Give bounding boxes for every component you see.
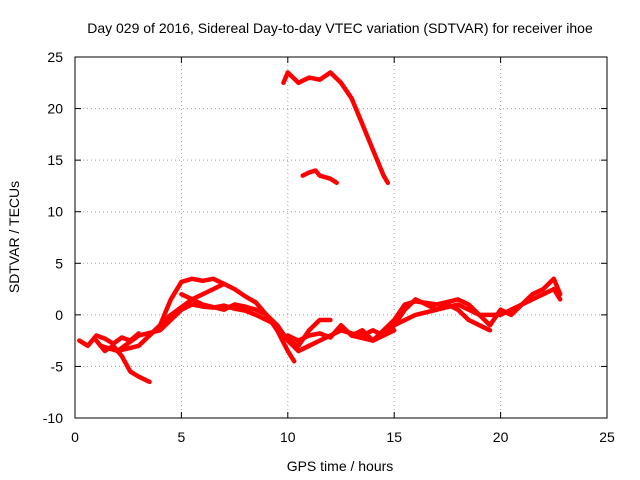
series-line-trace-l	[300, 168, 339, 186]
y-tick-label: -10	[43, 410, 63, 426]
y-tick-label: 5	[55, 255, 63, 271]
y-tick-label: -5	[51, 358, 64, 374]
x-axis-label: GPS time / hours	[287, 458, 394, 474]
series-line-trace-j	[391, 286, 563, 328]
x-tick-label: 10	[280, 429, 296, 445]
y-tick-label: 10	[47, 204, 63, 220]
series-line-trace-e	[147, 281, 297, 364]
series-line-trace-f	[179, 291, 333, 349]
series-line-trace-b	[94, 338, 152, 385]
series-line-trace-c	[98, 276, 227, 354]
x-tick-label: 0	[71, 429, 79, 445]
series-line-trace-h	[285, 297, 493, 343]
series-line-trace-g	[285, 328, 397, 354]
y-axis-label: SDTVAR / TECUs	[6, 181, 22, 293]
series-line-trace-k	[281, 70, 391, 186]
x-tick-label: 15	[386, 429, 402, 445]
series-layer	[77, 70, 563, 385]
x-tick-label: 5	[178, 429, 186, 445]
y-tick-label: 15	[47, 152, 63, 168]
chart-title: Day 029 of 2016, Sidereal Day-to-day VTE…	[87, 20, 593, 36]
y-tick-label: 20	[47, 101, 63, 117]
y-tick-label: 25	[47, 49, 63, 65]
y-tick-label: 0	[55, 307, 63, 323]
x-tick-label: 25	[599, 429, 615, 445]
tick-labels: 0 5 10 15 20 25 -10 -5 0 5 10 15 20 25	[43, 49, 615, 445]
plot-frame	[74, 56, 608, 419]
axis-ticks	[74, 56, 608, 419]
x-tick-label: 20	[493, 429, 509, 445]
